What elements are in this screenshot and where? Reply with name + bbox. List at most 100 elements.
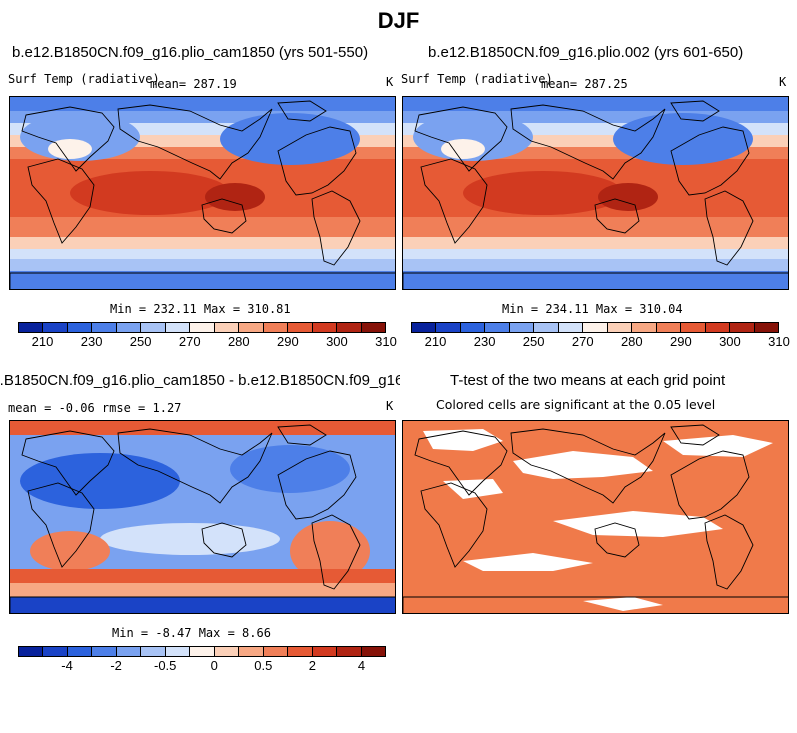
colorbar-labels-top-right: 210 230 250 270 280 290 300 310 <box>411 334 790 350</box>
coastline <box>201 522 247 558</box>
colorbar-swatch <box>214 647 240 656</box>
panel-title-top-right: b.e12.B1850CN.f09_g16.plio.002 (yrs 601-… <box>428 44 744 61</box>
colorbar-tick-label: 230 <box>473 334 496 349</box>
coastline <box>27 482 95 568</box>
variable-label-top-left: Surf Temp (radiative) <box>8 72 160 86</box>
colorbar-swatch <box>509 323 535 332</box>
colorbar-bottom-left <box>18 646 386 657</box>
coastline <box>420 482 488 568</box>
colorbar-swatch <box>116 647 142 656</box>
coastline <box>201 198 247 234</box>
minmax-top-left: Min = 232.11 Max = 310.81 <box>110 302 291 316</box>
colorbar-swatch <box>92 323 117 332</box>
variable-label-top-right: Surf Temp (radiative) <box>401 72 553 86</box>
units-label-bottom-left: K <box>386 399 394 413</box>
colorbar-tick-label: 310 <box>768 334 790 349</box>
map-top-left <box>9 96 396 290</box>
neutral-region <box>48 139 92 159</box>
panel-title-bottom-left: b.e12.B1850CN.f09_g16.plio_cam1850 - b.e… <box>0 372 400 389</box>
coastline <box>670 450 750 520</box>
colorbar-swatch <box>214 323 240 332</box>
colorbar-tick-label: 0 <box>210 658 218 673</box>
colorbar-top-left <box>18 322 386 333</box>
colorbar-tick-label: 270 <box>571 334 594 349</box>
units-label-top-right: K <box>779 75 787 89</box>
coastline <box>594 522 640 558</box>
temperature-band <box>10 217 395 237</box>
coastline <box>10 596 395 613</box>
colorbar-swatch <box>141 323 166 332</box>
mean-label-top-left: mean= 287.19 <box>150 77 237 91</box>
colorbar-swatch <box>92 647 117 656</box>
diff-cold-region <box>230 445 350 493</box>
diff-cold-region <box>20 453 180 509</box>
coastline <box>403 272 788 289</box>
non-significant-cells <box>513 451 653 479</box>
coastline <box>414 106 508 172</box>
coastline <box>403 596 788 613</box>
coastline <box>311 190 361 266</box>
mean-label-top-right: mean= 287.25 <box>541 77 628 91</box>
panel-title-top-left: b.e12.B1850CN.f09_g16.plio_cam1850 (yrs … <box>12 44 369 61</box>
colorbar-tick-label: -0.5 <box>153 658 177 673</box>
minmax-top-right: Min = 234.11 Max = 310.04 <box>502 302 683 316</box>
coastline <box>670 424 720 446</box>
colorbar-swatch <box>116 323 142 332</box>
coastline <box>21 106 115 172</box>
map-bottom-right <box>402 420 789 614</box>
coastline <box>27 158 95 244</box>
colorbar-swatch <box>632 323 657 332</box>
temperature-band <box>10 249 395 259</box>
diff-warm-band <box>10 569 395 583</box>
colorbar-swatch <box>485 323 510 332</box>
units-label-top-left: K <box>386 75 394 89</box>
diff-warm-band <box>10 583 395 597</box>
coastline <box>594 198 640 234</box>
colorbar-tick-label: 210 <box>424 334 447 349</box>
colorbar-tick-label: 270 <box>178 334 201 349</box>
colorbar-swatch <box>337 647 362 656</box>
colorbar-swatch <box>558 323 584 332</box>
colorbar-tick-label: 300 <box>326 334 348 349</box>
colorbar-tick-label: 2 <box>308 658 316 673</box>
colorbar-swatch <box>239 323 264 332</box>
colorbar-swatch <box>361 323 386 332</box>
warm-pool <box>70 171 230 215</box>
colorbar-swatch <box>656 323 682 332</box>
colorbar-swatch <box>534 323 559 332</box>
colorbar-swatch <box>607 323 633 332</box>
non-significant-cells <box>443 479 503 499</box>
panel-subtitle-bottom-right: Colored cells are significant at the 0.0… <box>436 397 716 412</box>
colorbar-tick-label: 0.5 <box>254 658 273 673</box>
colorbar-tick-label: 280 <box>227 334 250 349</box>
colorbar-swatch <box>19 323 44 332</box>
coastline <box>420 158 488 244</box>
cold-region-asia <box>613 113 753 165</box>
colorbar-swatch <box>165 323 191 332</box>
colorbar-tick-label: -2 <box>110 658 122 673</box>
map-top-right <box>402 96 789 290</box>
temperature-band <box>403 237 788 249</box>
colorbar-tick-label: 300 <box>719 334 741 349</box>
colorbar-swatch <box>67 647 93 656</box>
temperature-band <box>403 217 788 237</box>
colorbar-labels-top-left: 210 230 250 270 280 290 300 310 <box>18 334 397 350</box>
colorbar-swatch <box>436 323 461 332</box>
temperature-band <box>403 249 788 259</box>
colorbar-labels-bottom-left: -4 -2 -0.5 0 0.5 2 4 <box>18 658 386 674</box>
stats-label-bottom-left: mean = -0.06 rmse = 1.27 <box>8 401 182 415</box>
coastline <box>414 430 508 496</box>
neutral-region <box>441 139 485 159</box>
coastline <box>510 428 666 504</box>
colorbar-swatch <box>754 323 779 332</box>
coastline <box>117 104 273 180</box>
colorbar-tick-label: 290 <box>277 334 299 349</box>
temperature-band <box>10 259 395 271</box>
colorbar-tick-label: 4 <box>357 658 366 673</box>
coastline <box>510 104 666 180</box>
colorbar-tick-label: 250 <box>522 334 545 349</box>
coastline <box>704 190 754 266</box>
warm-pool-indian <box>205 183 265 211</box>
coastline <box>10 272 395 289</box>
colorbar-swatch <box>288 647 313 656</box>
